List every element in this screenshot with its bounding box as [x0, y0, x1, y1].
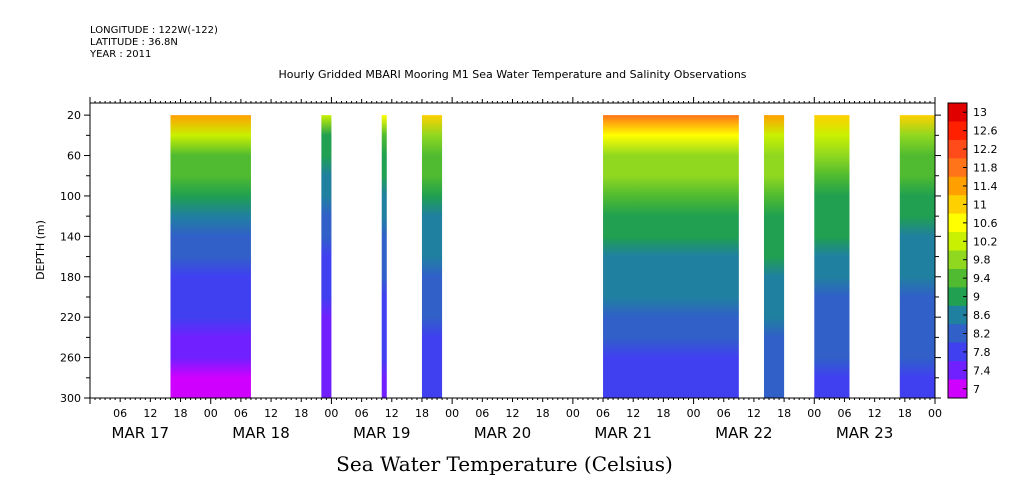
y-axis-labels: 20 60 100 140 180 220 260 300 [60, 109, 81, 405]
colorbar: 13 12.6 12.2 11.8 11.4 11 10.6 10.2 9.8 9.4 9 8.6 8.… [947, 102, 998, 399]
data-segment [421, 115, 443, 398]
x-day-label: MAR 23 [836, 424, 893, 442]
x-day-label: MAR 21 [594, 424, 651, 442]
colorbar-label: 9.4 [973, 272, 991, 285]
colorbar-label: 10.2 [973, 235, 998, 248]
x-day-label: MAR 17 [112, 424, 169, 442]
colorbar-label: 7.8 [973, 346, 991, 359]
y-tick-label: 220 [60, 311, 81, 324]
colorbar-swatch [948, 232, 967, 251]
x-day-label: MAR 18 [232, 424, 289, 442]
colorbar-label: 11.4 [973, 180, 998, 193]
colorbar-label: 10.6 [973, 217, 998, 230]
x-hour-label: 00 [324, 407, 338, 420]
location-info: LONGITUDE : 122W(-122) LATITUDE : 36.8N … [90, 25, 218, 61]
y-axis-title: DEPTH (m) [34, 220, 47, 280]
colorbar-label: 11 [973, 198, 987, 211]
chart-caption: Sea Water Temperature (Celsius) [336, 452, 673, 476]
colorbar-swatch [948, 342, 967, 362]
colorbar-label: 7 [973, 383, 980, 396]
x-hour-label: 12 [626, 407, 640, 420]
x-hour-label: 18 [294, 407, 308, 420]
x-hour-label: 18 [777, 407, 791, 420]
x-axis-hour-labels: 06 12 18 00 06 12 18 00 06 12 18 00 06 12 18 00 06 12 18 00… [113, 407, 942, 420]
x-hour-label: 06 [475, 407, 489, 420]
colorbar-frame [947, 102, 968, 399]
colorbar-swatch [948, 139, 967, 159]
colorbar-label: 9.8 [973, 254, 991, 267]
colorbar-swatch [948, 287, 967, 307]
y-tick-label: 140 [60, 230, 81, 243]
colorbar-label: 8.2 [973, 327, 991, 340]
x-hour-label: 12 [385, 407, 399, 420]
x-axis-day-labels: MAR 17 MAR 18 MAR 19 MAR 20 MAR 21 MAR 22 MAR … [112, 424, 894, 442]
x-day-label: MAR 20 [474, 424, 531, 442]
colorbar-label: 9 [973, 291, 980, 304]
x-hour-label: 12 [264, 407, 278, 420]
colorbar-label: 12.2 [973, 143, 998, 156]
colorbar-swatch [948, 250, 967, 270]
axis-ticks [84, 97, 941, 404]
colorbar-swatch [948, 213, 967, 233]
y-tick-label: 20 [67, 109, 81, 122]
x-hour-label: 06 [355, 407, 369, 420]
x-hour-label: 00 [687, 407, 701, 420]
x-hour-label: 00 [807, 407, 821, 420]
data-segment [603, 115, 739, 398]
x-hour-label: 00 [928, 407, 942, 420]
x-hour-label: 12 [143, 407, 157, 420]
x-hour-label: 18 [536, 407, 550, 420]
colorbar-swatch [948, 379, 967, 399]
x-hour-label: 06 [837, 407, 851, 420]
data-segment [899, 115, 935, 398]
x-hour-label: 18 [174, 407, 188, 420]
colorbar-label: 11.8 [973, 162, 998, 175]
year-text: YEAR : 2011 [90, 49, 152, 60]
colorbar-swatch [948, 158, 967, 178]
y-tick-label: 260 [60, 352, 81, 365]
x-hour-label: 12 [506, 407, 520, 420]
y-tick-label: 100 [60, 190, 81, 203]
y-tick-label: 180 [60, 271, 81, 284]
data-segment [763, 115, 785, 398]
x-hour-label: 06 [717, 407, 731, 420]
x-hour-label: 12 [868, 407, 882, 420]
latitude-text: LATITUDE : 36.8N [90, 37, 178, 48]
x-hour-label: 00 [445, 407, 459, 420]
colorbar-swatch [948, 361, 967, 381]
data-segment [170, 115, 251, 398]
data-segments [170, 115, 935, 398]
colorbar-label: 8.6 [973, 309, 991, 322]
y-tick-label: 300 [60, 392, 81, 405]
x-hour-label: 12 [747, 407, 761, 420]
x-hour-label: 00 [204, 407, 218, 420]
x-hour-label: 06 [596, 407, 610, 420]
chart-title: Hourly Gridded MBARI Mooring M1 Sea Wate… [278, 68, 747, 81]
x-hour-label: 00 [566, 407, 580, 420]
colorbar-label: 13 [973, 106, 987, 119]
colorbar-swatch [948, 195, 967, 215]
y-tick-label: 60 [67, 150, 81, 163]
colorbar-label: 7.4 [973, 364, 991, 377]
colorbar-swatch [948, 103, 967, 122]
colorbar-swatch [948, 268, 967, 288]
data-segment [321, 115, 332, 398]
x-hour-label: 18 [898, 407, 912, 420]
x-hour-label: 18 [656, 407, 670, 420]
x-hour-label: 06 [113, 407, 127, 420]
colorbar-swatch [948, 121, 967, 141]
colorbar-swatch [948, 176, 967, 196]
x-day-label: MAR 22 [715, 424, 772, 442]
colorbar-swatch [948, 305, 967, 325]
colorbar-swatch [948, 324, 967, 344]
x-hour-label: 06 [234, 407, 248, 420]
data-segment [814, 115, 850, 398]
longitude-text: LONGITUDE : 122W(-122) [90, 25, 218, 36]
x-hour-label: 18 [415, 407, 429, 420]
data-segment [381, 115, 387, 398]
colorbar-label: 12.6 [973, 125, 998, 138]
x-day-label: MAR 19 [353, 424, 410, 442]
